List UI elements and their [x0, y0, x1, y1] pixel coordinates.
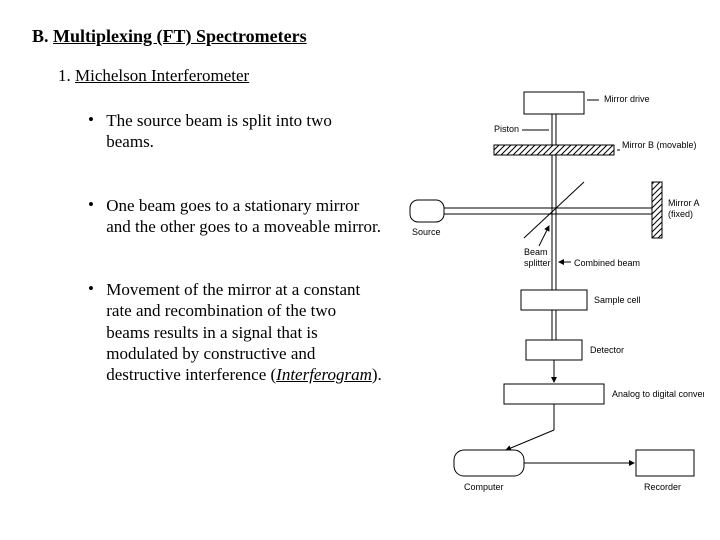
- label-detector: Detector: [590, 345, 624, 355]
- interferometer-diagram: Mirror drive Piston Mirror B (movable) S…: [404, 90, 704, 520]
- bullet-icon: •: [88, 279, 102, 299]
- bullet-text: The source beam is split into two beams.: [106, 110, 382, 153]
- label-sample: Sample cell: [594, 295, 641, 305]
- bullet-text-after: ).: [372, 365, 382, 384]
- section-label: B.: [32, 26, 49, 46]
- label-adc: Analog to digital converter: [612, 389, 704, 399]
- label-mirror-b: Mirror B (movable): [622, 140, 697, 150]
- label-piston: Piston: [494, 124, 519, 134]
- label-mirror-a1: Mirror A: [668, 198, 700, 208]
- bullet-icon: •: [88, 110, 102, 130]
- label-beamsplitter2: splitter: [524, 258, 551, 268]
- subsection-number: 1.: [58, 66, 71, 85]
- subsection-title: Michelson Interferometer: [75, 66, 249, 85]
- label-source: Source: [412, 227, 441, 237]
- subsection-heading: 1. Michelson Interferometer: [58, 66, 249, 86]
- label-combined: Combined beam: [574, 258, 640, 268]
- label-recorder: Recorder: [644, 482, 681, 492]
- bullet-text: Movement of the mirror at a constant rat…: [106, 279, 382, 385]
- bullet-icon: •: [88, 195, 102, 215]
- label-beamsplitter1: Beam: [524, 247, 548, 257]
- label-mirror-drive: Mirror drive: [604, 94, 650, 104]
- section-title: Multiplexing (FT) Spectrometers: [53, 26, 307, 46]
- list-item: • One beam goes to a stationary mirror a…: [88, 195, 388, 238]
- bullet-list: • The source beam is split into two beam…: [88, 110, 388, 427]
- label-mirror-a2: (fixed): [668, 209, 693, 219]
- label-computer: Computer: [464, 482, 504, 492]
- section-heading: B. Multiplexing (FT) Spectrometers: [32, 26, 307, 47]
- bullet-text: One beam goes to a stationary mirror and…: [106, 195, 382, 238]
- interferogram-term: Interferogram: [276, 365, 372, 384]
- list-item: • Movement of the mirror at a constant r…: [88, 279, 388, 385]
- list-item: • The source beam is split into two beam…: [88, 110, 388, 153]
